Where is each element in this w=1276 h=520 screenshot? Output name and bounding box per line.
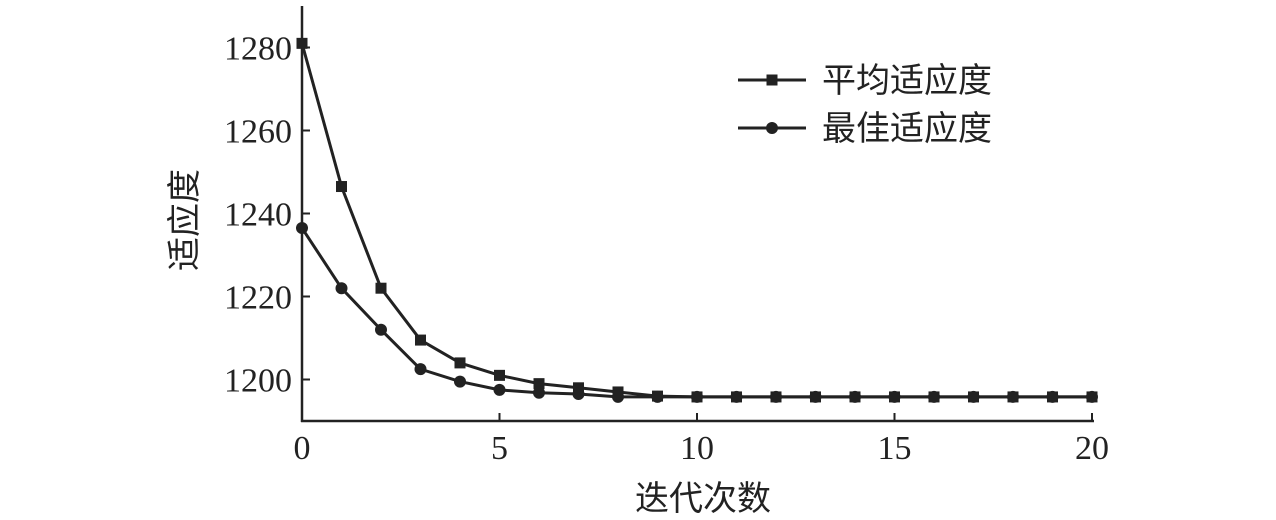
series-2-point (296, 222, 308, 235)
series-2-point (928, 390, 940, 403)
legend-marker-1 (766, 74, 778, 86)
plot-area (296, 37, 1098, 403)
series-1-point (336, 181, 347, 193)
legend-label-2: 最佳适应度 (822, 109, 992, 149)
series-2-point (533, 386, 545, 399)
series-2-point (809, 390, 822, 403)
x-tick-label: 10 (680, 430, 714, 467)
legend-label-1: 平均适应度 (822, 61, 992, 101)
y-axis-title: 适应度 (165, 169, 205, 271)
series-2-point (967, 390, 980, 403)
y-tick-label: 1200 (224, 363, 292, 400)
x-tick-label: 0 (294, 430, 311, 467)
series-2-point (335, 282, 348, 295)
y-tick-label: 1280 (224, 31, 292, 68)
series-2-point (414, 363, 427, 376)
y-axis-ticks: 1200 1220 1240 1260 1280 (224, 31, 310, 400)
x-tick-label: 20 (1075, 430, 1109, 467)
series-2-point (1007, 390, 1019, 403)
x-tick-label: 15 (878, 430, 912, 467)
axes: 1200 1220 1240 1260 1280 0 5 10 15 20 (224, 6, 1109, 467)
series-2-point (691, 390, 703, 403)
series-1-point (375, 282, 387, 294)
legend-marker-2 (766, 122, 778, 134)
x-axis-title: 迭代次数 (635, 479, 771, 519)
x-tick-label: 5 (491, 430, 508, 467)
series-2-point (454, 375, 466, 388)
series-1-point (573, 382, 584, 394)
series-2-point (1046, 390, 1059, 403)
series-2-point (888, 390, 901, 403)
series-1-point (494, 369, 505, 381)
series-1-point (415, 334, 426, 346)
series-2-point (493, 383, 506, 396)
series-2-point (572, 388, 585, 401)
series-2-point (375, 323, 387, 336)
y-tick-label: 1260 (224, 114, 292, 151)
series-1-point (454, 357, 466, 369)
series-1-point (533, 378, 545, 390)
x-axis-ticks: 0 5 10 15 20 (294, 413, 1109, 467)
series-2-point (612, 390, 624, 403)
series-2-point (651, 390, 664, 403)
series-2-point (770, 390, 782, 403)
series-2-point (1086, 390, 1098, 403)
series-2-point (730, 390, 743, 403)
series-2 (296, 222, 1098, 403)
y-tick-label: 1240 (224, 197, 292, 234)
series-1-point (296, 37, 308, 49)
series-2-point (849, 390, 861, 403)
y-tick-label: 1220 (224, 280, 292, 317)
